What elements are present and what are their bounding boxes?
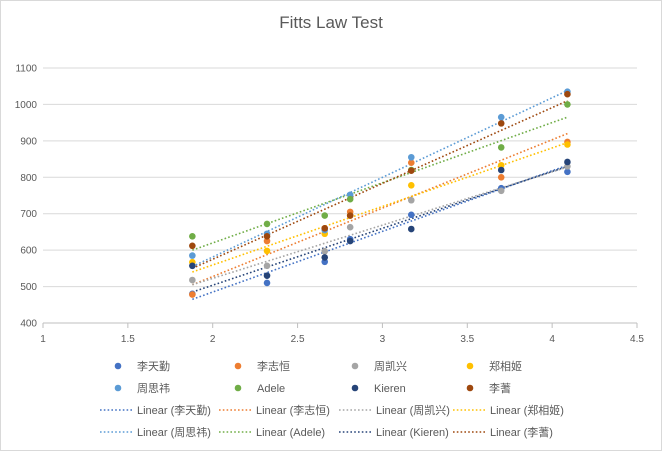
- data-point: [564, 168, 571, 176]
- legend-label: 郑相姬: [489, 359, 522, 373]
- gridlines: [43, 67, 637, 288]
- data-points: [189, 88, 571, 298]
- x-tick-label: 1.5: [121, 334, 135, 345]
- data-point: [497, 173, 505, 181]
- data-point: [497, 120, 505, 127]
- legend-marker: [114, 384, 122, 392]
- chart-title: Fitts Law Test: [279, 13, 383, 32]
- data-point: [263, 272, 271, 279]
- y-tick-label: 900: [20, 136, 37, 147]
- legend-trendline-label: Linear (周思祎): [137, 425, 211, 439]
- legend-label: Kieren: [374, 383, 406, 395]
- y-tick-label: 400: [20, 319, 37, 330]
- trendline: [192, 166, 568, 286]
- legend-marker: [234, 384, 242, 392]
- legend-marker: [466, 362, 474, 370]
- legend-label: 李天勤: [137, 359, 170, 373]
- trendline: [192, 164, 568, 301]
- trendline: [192, 132, 568, 286]
- y-tick-label: 600: [20, 246, 37, 257]
- y-tick-label: 800: [20, 173, 37, 184]
- data-point: [346, 223, 354, 231]
- data-point: [564, 101, 571, 108]
- legend-trendline-label: Linear (李蓍): [490, 425, 553, 439]
- data-point: [407, 196, 415, 204]
- data-point: [497, 113, 505, 121]
- trendline: [192, 141, 568, 273]
- x-tick-label: 4.5: [630, 334, 644, 345]
- legend-trendline-label: Linear (李志恒): [256, 403, 330, 417]
- x-tick-label: 4: [549, 334, 555, 345]
- data-point: [564, 90, 571, 98]
- legend-label: 李志恒: [257, 359, 290, 373]
- data-point: [407, 211, 415, 219]
- x-tick-label: 1: [40, 334, 46, 345]
- data-point: [189, 262, 196, 270]
- data-point: [263, 279, 271, 287]
- y-tick-label: 1000: [15, 100, 38, 111]
- legend-label: 李蓍: [489, 381, 511, 395]
- data-point: [407, 182, 415, 189]
- legend-trendline-label: Linear (Kieren): [376, 427, 449, 439]
- legend-trendline-label: Linear (周凯兴): [376, 404, 450, 417]
- data-point: [321, 212, 329, 219]
- legend-marker: [351, 384, 359, 392]
- x-tick-label: 3: [380, 334, 386, 345]
- x-tick-label: 3.5: [460, 334, 474, 345]
- y-tick-label: 1100: [15, 64, 37, 75]
- data-point: [189, 276, 196, 284]
- data-point: [346, 195, 354, 203]
- legend-marker: [351, 362, 359, 370]
- data-point: [321, 247, 329, 255]
- data-point: [564, 141, 571, 148]
- trendlines: [192, 89, 568, 301]
- data-point: [189, 233, 196, 240]
- x-tick-label: 2.5: [291, 334, 305, 345]
- data-point: [564, 158, 571, 166]
- data-point: [189, 291, 196, 298]
- data-point: [407, 167, 415, 175]
- data-point: [263, 247, 271, 255]
- data-point: [407, 159, 415, 167]
- data-point: [263, 262, 271, 270]
- data-point: [321, 254, 329, 261]
- y-tick-label: 500: [20, 282, 37, 293]
- data-point: [263, 237, 271, 245]
- legend-label: 周思祎: [137, 381, 170, 395]
- data-point: [497, 166, 505, 174]
- legend-marker: [466, 384, 474, 392]
- trendline: [192, 89, 568, 268]
- legend-label: 周凯兴: [374, 360, 407, 373]
- legend-trendline-label: Linear (Adele): [256, 427, 325, 439]
- legend-trendline-label: Linear (郑相姬): [490, 403, 564, 417]
- axes: 400 500 600 700 800 900 1000 1100 1 1.5 2 2.5 3 3.5 4 4…: [15, 64, 645, 346]
- data-point: [497, 161, 505, 169]
- data-point: [497, 144, 505, 151]
- x-tick-label: 2: [210, 334, 216, 345]
- y-tick-label: 700: [20, 209, 37, 220]
- data-point: [263, 220, 271, 228]
- legend-trendline-label: Linear (李天勤): [137, 403, 211, 417]
- trendline: [192, 165, 568, 293]
- trendline: [192, 116, 568, 251]
- legend-label: Adele: [257, 383, 285, 395]
- legend-marker: [114, 362, 122, 370]
- data-point: [407, 153, 415, 161]
- data-point: [321, 224, 329, 232]
- data-point: [346, 237, 354, 245]
- data-point: [407, 225, 415, 233]
- data-point: [263, 233, 271, 240]
- legend-marker: [234, 362, 242, 370]
- data-point: [497, 187, 505, 195]
- data-point: [346, 212, 354, 219]
- trendline: [192, 100, 568, 270]
- data-point: [189, 242, 196, 250]
- data-point: [189, 252, 196, 259]
